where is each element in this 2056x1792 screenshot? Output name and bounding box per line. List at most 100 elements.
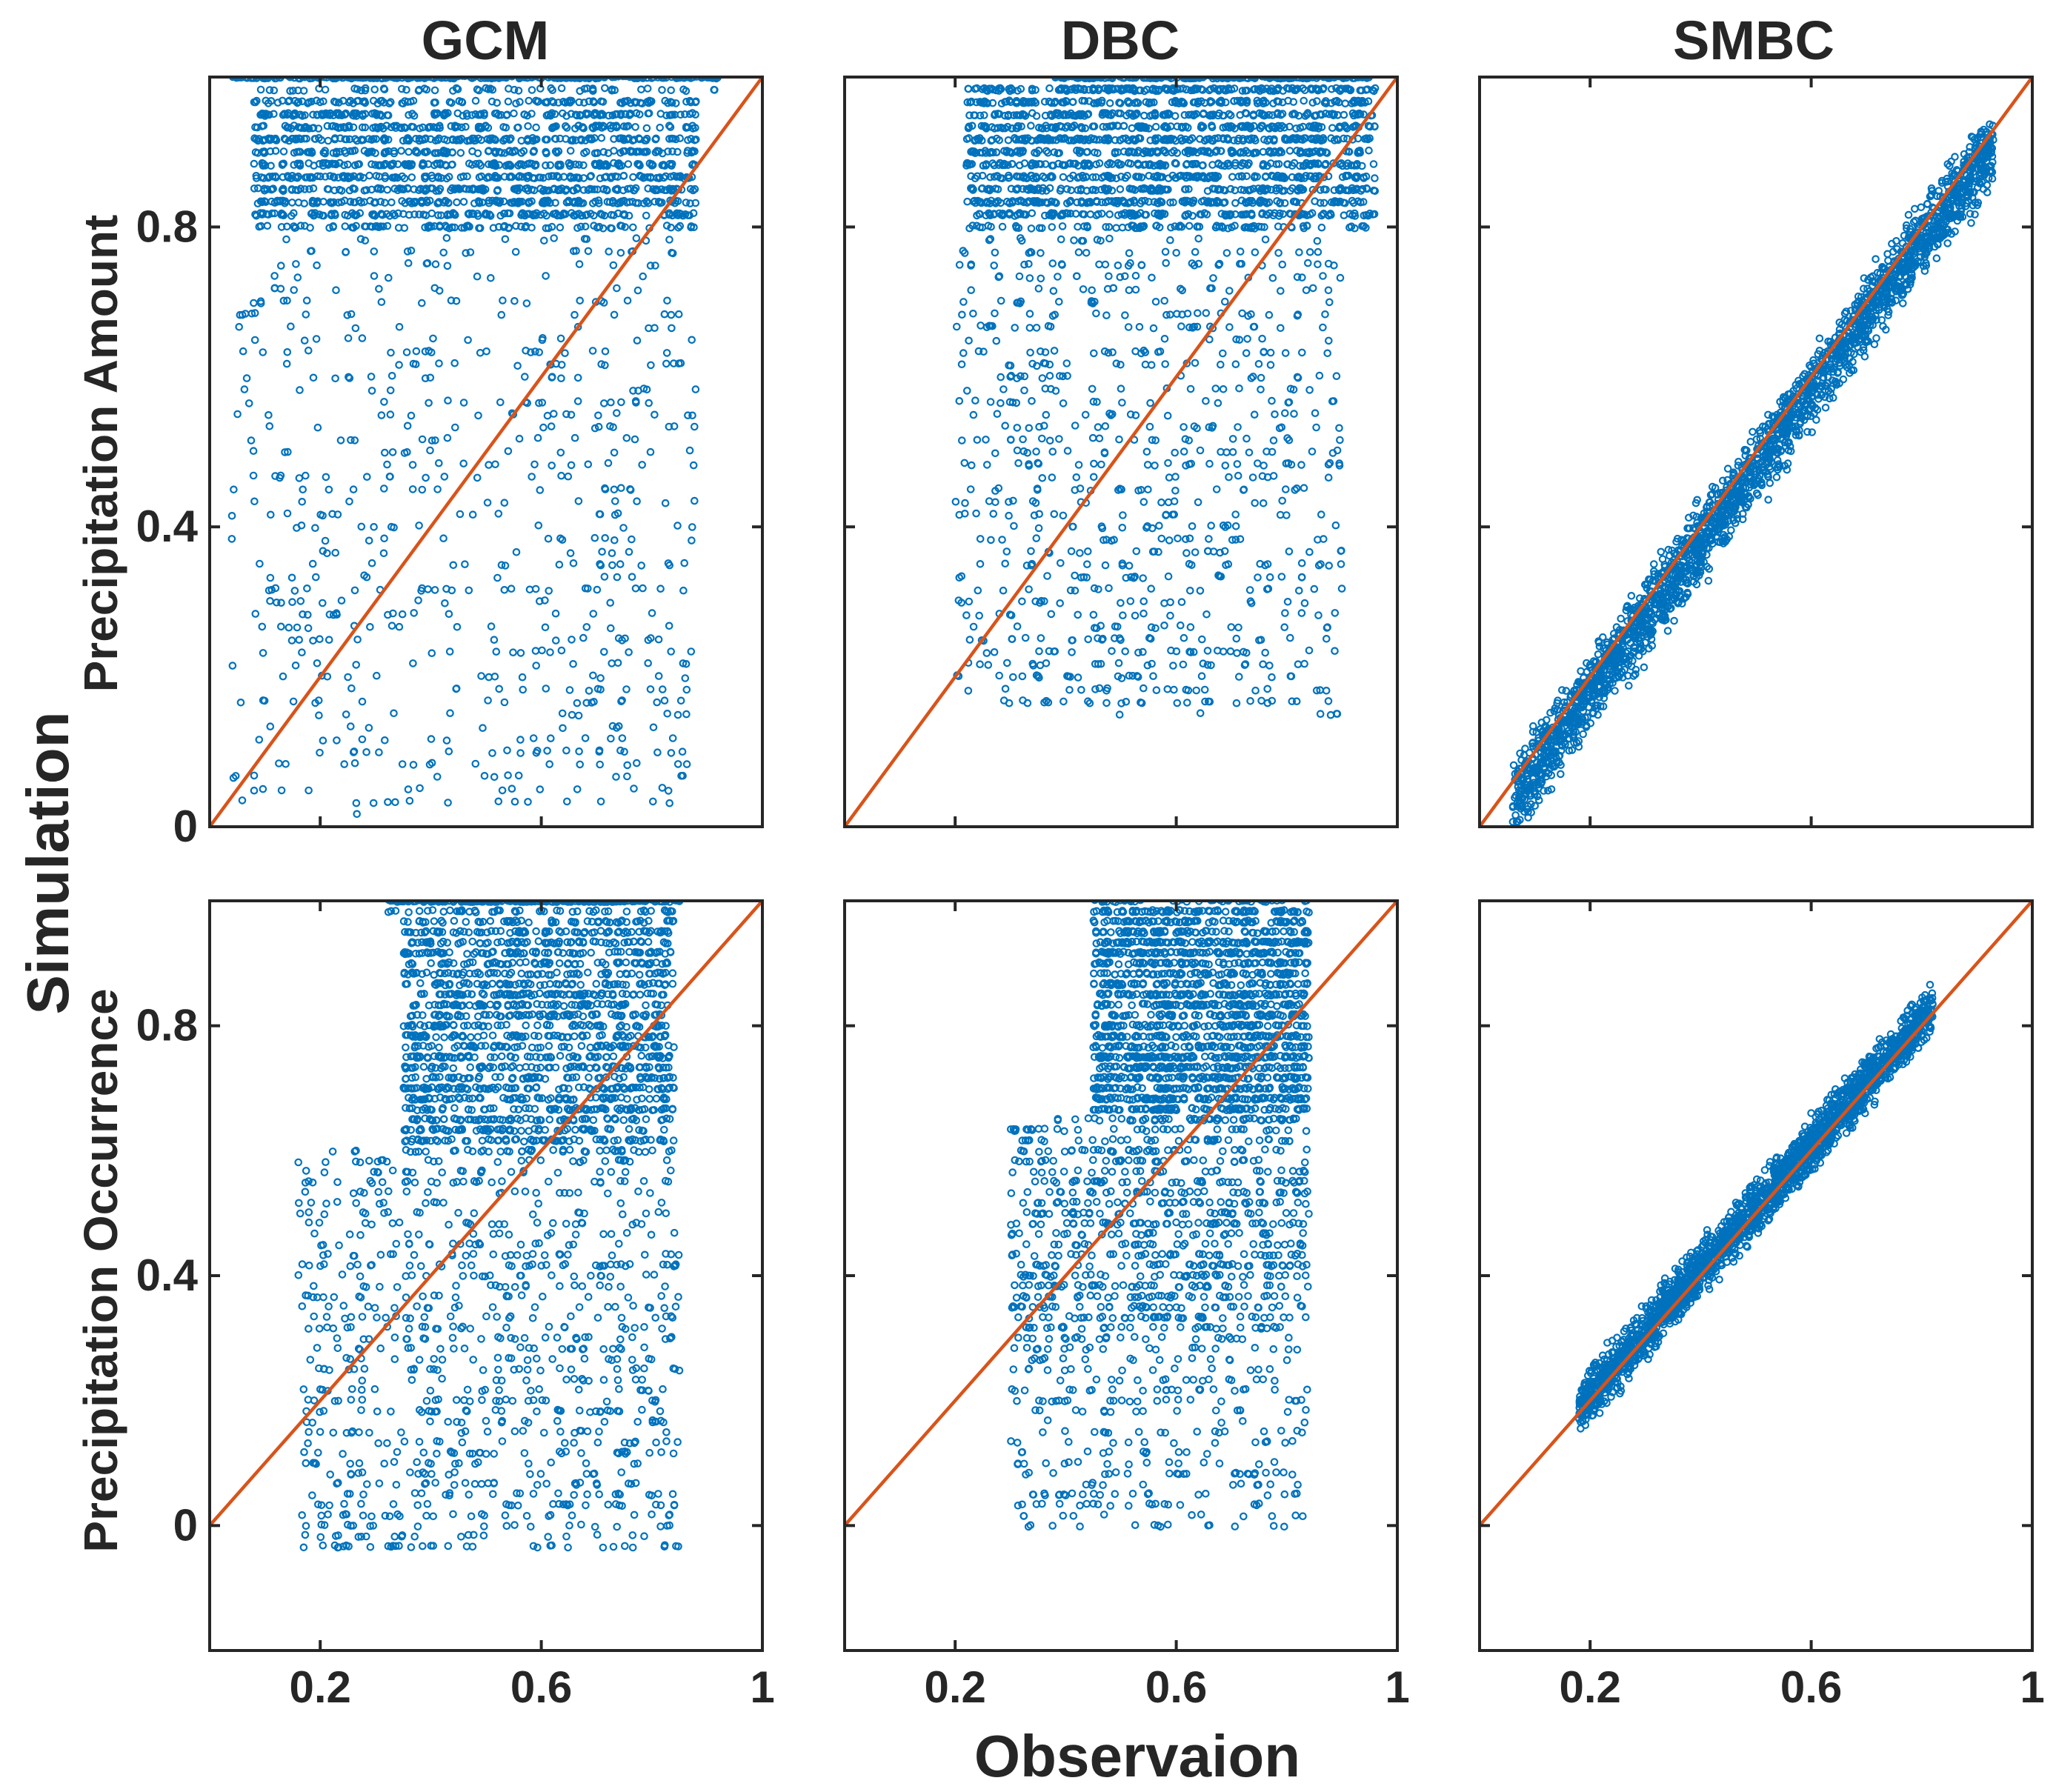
scatter-point <box>631 435 639 444</box>
scatter-points-amount-dbc <box>951 77 1380 719</box>
scatter-point <box>675 209 684 218</box>
scatter-point <box>980 111 988 119</box>
scatter-point <box>345 173 353 181</box>
scatter-point <box>1031 99 1040 107</box>
scatter-point <box>1045 136 1053 144</box>
scatter-point <box>548 97 556 105</box>
scatter-point <box>1337 185 1345 194</box>
scatter-point <box>1371 187 1380 196</box>
scatter-point <box>264 173 273 182</box>
scatter-point <box>383 460 391 469</box>
scatter-point <box>1325 336 1333 345</box>
scatter-point <box>510 797 519 806</box>
scatter-point <box>1242 648 1251 657</box>
scatter-point <box>528 110 536 118</box>
scatter-point <box>309 110 317 119</box>
scatter-point <box>1059 173 1068 181</box>
scatter-point <box>976 559 985 568</box>
scatter-point <box>390 121 399 130</box>
scatter-point <box>408 461 417 469</box>
scatter-point <box>277 77 286 80</box>
scatter-point <box>1080 210 1088 219</box>
scatter-point <box>1311 174 1320 183</box>
scatter-point <box>581 584 590 593</box>
scatter-point <box>626 484 634 493</box>
scatter-point <box>1028 209 1037 218</box>
scatter-point <box>1055 149 1063 157</box>
scatter-point <box>645 399 653 407</box>
scatter-point <box>429 123 438 131</box>
scatter-point <box>442 174 451 183</box>
scatter-point <box>299 610 307 619</box>
scatter-point <box>1145 172 1153 180</box>
scatter-point <box>1259 160 1268 168</box>
scatter-point <box>332 98 340 107</box>
scatter-point <box>465 222 473 231</box>
scatter-point <box>1004 161 1012 170</box>
scatter-point <box>405 136 413 144</box>
scatter-point <box>504 209 512 218</box>
scatter-point <box>557 374 565 382</box>
scatter-point <box>236 310 244 319</box>
scatter-point <box>1069 522 1077 531</box>
scatter-point <box>524 122 532 130</box>
scatter-point <box>612 773 620 781</box>
scatter-point <box>490 135 499 143</box>
scatter-point <box>1094 98 1102 107</box>
scatter-point <box>441 599 449 607</box>
scatter-point <box>295 636 303 644</box>
scatter-point <box>1191 359 1200 367</box>
scatter-point <box>446 709 454 717</box>
scatter-point <box>356 209 365 217</box>
scatter-point <box>616 560 625 568</box>
scatter-point <box>1258 334 1266 343</box>
scatter-point <box>1260 136 1268 144</box>
scatter-point <box>968 186 977 194</box>
scatter-point <box>687 135 695 143</box>
scatter-point <box>562 797 571 806</box>
scatter-point <box>1111 196 1120 205</box>
scatter-point <box>485 461 493 469</box>
scatter-point <box>256 559 264 568</box>
scatter-point <box>287 322 295 330</box>
scatter-point <box>1019 110 1027 119</box>
scatter-point <box>259 147 267 156</box>
scatter-point <box>1164 572 1173 581</box>
scatter-point <box>1200 77 1208 81</box>
scatter-point <box>1067 186 1075 195</box>
scatter-point <box>570 433 579 442</box>
scatter-point <box>1281 134 1289 142</box>
scatter-point <box>1200 147 1208 155</box>
scatter-point <box>622 122 631 131</box>
scatter-point <box>1231 186 1240 195</box>
scatter-point <box>396 184 404 193</box>
scatter-point <box>665 236 673 244</box>
scatter-point <box>295 474 304 482</box>
scatter-point <box>290 286 298 294</box>
scatter-point <box>593 77 602 81</box>
scatter-point <box>575 747 583 756</box>
scatter-point <box>302 296 311 304</box>
scatter-point <box>544 534 553 543</box>
scatter-point <box>1360 110 1368 119</box>
scatter-point <box>488 749 496 757</box>
scatter-point <box>1274 249 1282 257</box>
scatter-point <box>495 147 504 156</box>
scatter-point <box>673 710 682 719</box>
scatter-point <box>1247 77 1255 81</box>
scatter-point <box>1351 77 1359 80</box>
scatter-point <box>651 262 659 270</box>
scatter-point <box>425 347 433 355</box>
scatter-point <box>619 147 628 156</box>
scatter-point <box>1099 536 1108 544</box>
scatter-point <box>653 698 661 707</box>
scatter-point <box>529 210 538 219</box>
scatter-point <box>1227 111 1235 120</box>
scatter-point <box>488 85 497 94</box>
scatter-point <box>581 734 590 742</box>
scatter-point <box>668 134 676 143</box>
scatter-point <box>445 98 454 107</box>
scatter-point <box>450 210 459 219</box>
scatter-point <box>682 685 691 694</box>
scatter-point <box>367 373 376 381</box>
